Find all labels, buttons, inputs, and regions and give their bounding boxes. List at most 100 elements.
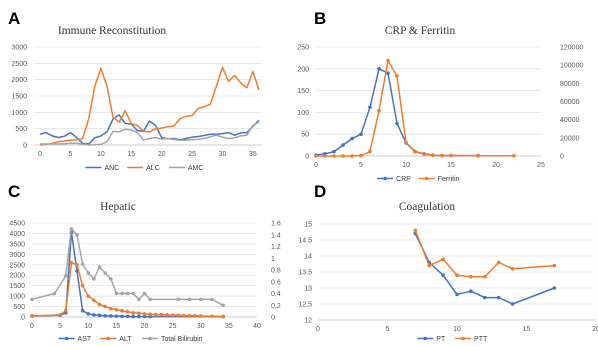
y2-tick-label: 0 [560, 154, 564, 161]
legend-label: CRP [396, 176, 411, 183]
data-point [80, 262, 85, 266]
legend-marker [106, 336, 111, 341]
x-tick-label: 20 [158, 151, 166, 158]
data-point [386, 71, 390, 75]
data-point [108, 277, 113, 281]
legend-label: Total Bilirubin [161, 336, 203, 343]
data-point [368, 105, 372, 109]
data-point [176, 297, 181, 302]
legend-label: ALC [146, 165, 160, 172]
data-point [314, 154, 318, 158]
x-tick-label: 35 [225, 323, 233, 330]
data-point [108, 306, 113, 311]
series-line-alt [31, 261, 224, 318]
data-point [455, 292, 459, 297]
data-point [120, 314, 124, 319]
data-point [359, 132, 363, 136]
data-point [198, 297, 203, 302]
data-point [332, 154, 336, 158]
x-tick-label: 20 [492, 162, 500, 169]
data-point [170, 313, 175, 317]
x-tick-label: 10 [84, 323, 92, 330]
x-tick-label: 25 [188, 151, 196, 158]
data-point [30, 314, 34, 318]
data-point [69, 260, 74, 265]
data-point [80, 308, 85, 313]
data-point [483, 275, 487, 279]
data-point [120, 291, 124, 296]
data-point [368, 149, 372, 154]
data-point [103, 271, 107, 275]
data-point [97, 313, 102, 318]
data-point [377, 108, 381, 113]
x-tick-label: 5 [58, 323, 62, 330]
data-point [114, 291, 119, 296]
chart-panel-d: D Coagulation 12 12.5 13 13.5 14 14.5 15 0 5 10 15 20… [298, 182, 598, 343]
data-point [103, 304, 107, 309]
data-point [510, 267, 515, 271]
data-point [221, 314, 226, 319]
data-point [350, 154, 354, 158]
y2-tick-label: 1.2 [271, 244, 281, 251]
data-point [97, 302, 102, 307]
data-point [187, 313, 192, 318]
data-point [469, 275, 473, 279]
chart-title: Hepatic [100, 201, 136, 213]
panel-letter: B [314, 9, 326, 28]
data-point [441, 257, 445, 262]
data-point [198, 314, 203, 318]
y-tick-label: 200 [297, 66, 309, 73]
data-point [114, 307, 119, 312]
data-point [427, 263, 432, 268]
data-point [92, 313, 96, 317]
x-tick-label: 10 [402, 162, 410, 169]
data-point [142, 291, 147, 296]
legend: CRP Ferritin [377, 176, 460, 183]
legend: PT PTT [417, 336, 488, 343]
data-point [413, 228, 418, 233]
y2-tick-label: 120000 [560, 45, 583, 52]
data-point [431, 153, 435, 157]
data-point [120, 308, 124, 313]
legend: ANC ALC AMC [85, 165, 203, 172]
y2-tick-label: 80000 [560, 81, 580, 88]
y-tick-label: 500 [13, 304, 25, 311]
y2-tick-label: 40000 [560, 117, 580, 124]
series-line-ferritin [316, 59, 514, 157]
y-tick-label: 3000 [9, 252, 25, 259]
data-point [131, 291, 136, 296]
data-point [210, 297, 214, 302]
data-point [510, 302, 515, 306]
x-tick-label: 25 [169, 323, 177, 330]
y-tick-label: 13 [304, 286, 312, 293]
data-point [80, 283, 85, 288]
data-point [108, 314, 113, 318]
x-tick-label: 10 [97, 151, 105, 158]
data-point [86, 312, 91, 316]
data-point [137, 311, 141, 316]
data-point [552, 286, 557, 290]
x-tick-label: 15 [447, 162, 455, 169]
data-point [449, 153, 453, 158]
chart-title: Coagulation [399, 201, 455, 213]
data-point [395, 74, 399, 78]
y-tick-label: 15 [304, 222, 312, 229]
x-tick-label: 20 [592, 326, 598, 333]
data-point [496, 295, 501, 300]
data-point [350, 136, 354, 141]
x-tick-label: 15 [127, 151, 135, 158]
chart-panel-c: CHepatic05001000150020002500300035004000… [8, 182, 281, 343]
y-tick-label: 500 [15, 126, 27, 133]
legend-marker [423, 336, 428, 341]
x-tick-label: 25 [537, 162, 545, 169]
data-point [323, 154, 327, 158]
data-point [386, 58, 390, 63]
y-tick-label: 2500 [11, 61, 27, 68]
data-point [483, 295, 487, 300]
y2-tick-label: 0.6 [271, 279, 281, 286]
y2-tick-label: 1.4 [271, 232, 281, 239]
x-tick-label: 10 [453, 326, 461, 333]
y-tick-label: 12.5 [298, 302, 312, 309]
data-point [86, 294, 91, 298]
y2-tick-label: 0.4 [271, 291, 281, 298]
